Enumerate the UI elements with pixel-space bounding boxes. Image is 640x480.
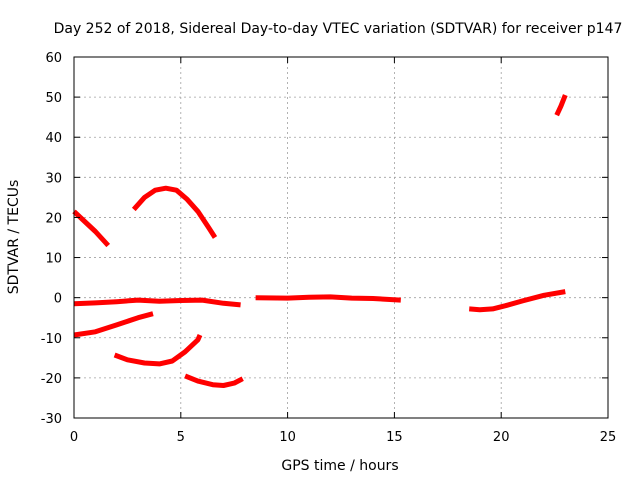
- y-tick-label: 0: [54, 292, 62, 307]
- y-tick-label: 50: [45, 91, 62, 106]
- grid: [74, 57, 608, 418]
- data-series-group: [72, 94, 568, 388]
- data-series-arc-1: [72, 209, 111, 248]
- y-tick-label: 10: [45, 252, 62, 267]
- y-tick-label: -10: [41, 332, 62, 347]
- y-tick-label: 40: [45, 131, 62, 146]
- x-tick-label: 5: [177, 430, 185, 445]
- y-axis-label: SDTVAR / TECUs: [6, 180, 22, 295]
- data-series-arc-6: [73, 311, 154, 338]
- x-tick-labels: 0 5 10 15 20 25: [70, 430, 616, 445]
- y-tick-label: -20: [41, 372, 62, 387]
- x-tick-label: 20: [493, 430, 510, 445]
- plot-frame: [73, 56, 609, 419]
- data-series-arc-5: [469, 289, 566, 313]
- x-axis-label: GPS time / hours: [281, 458, 398, 474]
- y-tick-label: -30: [41, 412, 62, 427]
- x-tick-label: 15: [386, 430, 403, 445]
- x-tick-label: 0: [70, 430, 78, 445]
- data-series-arc-9: [554, 94, 568, 117]
- chart-title: Day 252 of 2018, Sidereal Day-to-day VTE…: [54, 21, 623, 37]
- data-series-arc-8: [184, 373, 244, 388]
- y-tick-label: 60: [45, 51, 62, 66]
- data-series-arc-3: [73, 297, 241, 308]
- x-tick-label: 25: [600, 430, 617, 445]
- data-series-arc-7: [113, 333, 203, 367]
- data-series-arc-4: [255, 294, 401, 303]
- y-tick-labels: 60 50 40 30 20 10 0 -10 -20 -30: [41, 51, 62, 427]
- x-tick-label: 10: [279, 430, 296, 445]
- axis-ticks: [73, 56, 609, 419]
- data-series-arc-2: [131, 185, 218, 239]
- y-tick-label: 30: [45, 171, 62, 186]
- y-tick-label: 20: [45, 211, 62, 226]
